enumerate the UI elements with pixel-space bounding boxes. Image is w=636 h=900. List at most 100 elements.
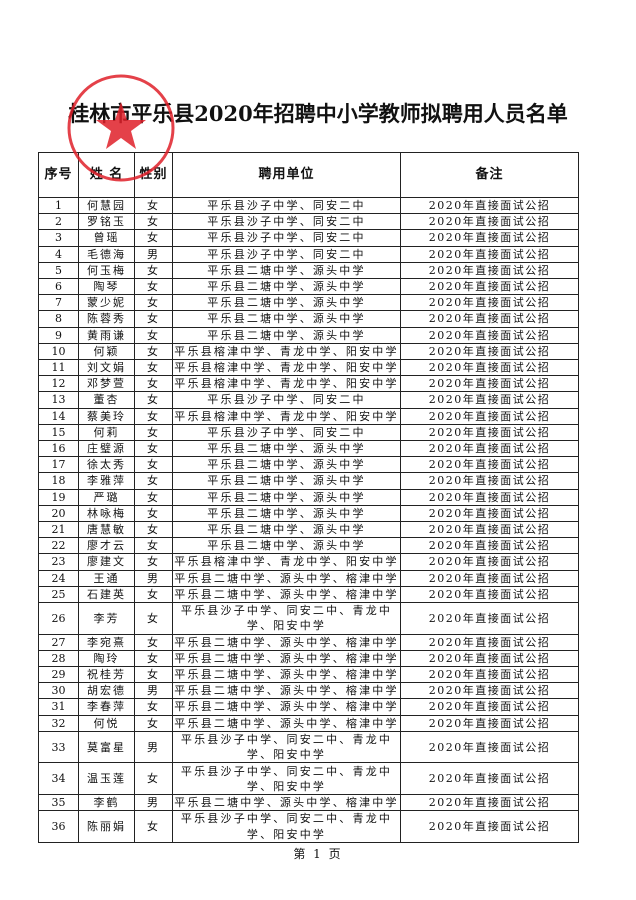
cell-note: 2020年直接面试公招	[400, 196, 579, 215]
cell-unit: 平乐县沙子中学、同安二中、青龙中学、阳安中学	[172, 602, 401, 635]
cell-note: 2020年直接面试公招	[400, 553, 579, 571]
cell-index: 32	[38, 714, 79, 732]
cell-name: 李芳	[78, 602, 135, 635]
cell-note: 2020年直接面试公招	[400, 407, 579, 425]
table-row: 22 廖才云女平乐县二塘中学、源头中学 2020年直接面试公招	[38, 537, 579, 555]
cell-note: 2020年直接面试公招	[400, 294, 579, 312]
cell-note: 2020年直接面试公招	[400, 682, 579, 700]
cell-index: 6	[38, 278, 79, 296]
table-row: 32 何悦女平乐县二塘中学、源头中学、榕津中学 2020年直接面试公招	[38, 714, 579, 732]
cell-index: 27	[38, 633, 79, 651]
table-row: 23 廖建文女平乐县榕津中学、青龙中学、阳安中学 2020年直接面试公招	[38, 553, 579, 571]
cell-sex: 女	[134, 391, 173, 409]
cell-unit: 平乐县沙子中学、同安二中	[172, 229, 401, 247]
cell-name: 董杏	[78, 391, 135, 409]
cell-sex: 女	[134, 504, 173, 523]
cell-name: 廖建文	[78, 553, 135, 571]
cell-unit: 平乐县二塘中学、源头中学、榕津中学	[172, 569, 401, 587]
table-row: 19 严璐女平乐县二塘中学、源头中学 2020年直接面试公招	[38, 488, 579, 506]
cell-note: 2020年直接面试公招	[400, 261, 579, 280]
table-header-row: 序号 姓 名 性别 聘用单位 备注	[38, 152, 579, 198]
cell-unit: 平乐县二塘中学、源头中学	[172, 521, 401, 539]
table-row: 14 蔡美玲女平乐县榕津中学、青龙中学、阳安中学 2020年直接面试公招	[38, 407, 579, 425]
table-row: 27 李宛熹女平乐县二塘中学、源头中学、榕津中学 2020年直接面试公招	[38, 633, 579, 651]
cell-index: 5	[38, 261, 79, 280]
cell-note: 2020年直接面试公招	[400, 326, 579, 344]
cell-sex: 女	[134, 407, 173, 425]
table-row: 7 蒙少妮女平乐县二塘中学、源头中学 2020年直接面试公招	[38, 294, 579, 312]
cell-note: 2020年直接面试公招	[400, 310, 579, 328]
cell-unit: 平乐县二塘中学、源头中学	[172, 472, 401, 490]
cell-sex: 女	[134, 261, 173, 280]
cell-index: 30	[38, 682, 79, 700]
cell-name: 罗铭玉	[78, 213, 135, 231]
cell-name: 李宛熹	[78, 633, 135, 651]
cell-unit: 平乐县二塘中学、源头中学、榕津中学	[172, 698, 401, 716]
cell-name: 何莉	[78, 423, 135, 442]
cell-name: 刘文娟	[78, 359, 135, 377]
cell-name: 严璐	[78, 488, 135, 506]
cell-unit: 平乐县沙子中学、同安二中	[172, 391, 401, 409]
table-row: 18 李雅萍女平乐县二塘中学、源头中学 2020年直接面试公招	[38, 472, 579, 490]
cell-note: 2020年直接面试公招	[400, 537, 579, 555]
table-row: 26 李芳女平乐县沙子中学、同安二中、青龙中学、阳安中学 2020年直接面试公招	[38, 602, 579, 635]
cell-sex: 女	[134, 698, 173, 716]
cell-sex: 女	[134, 229, 173, 247]
table-row: 25 石建英女平乐县二塘中学、源头中学、榕津中学 2020年直接面试公招	[38, 585, 579, 604]
cell-name: 何悦	[78, 714, 135, 732]
cell-sex: 女	[134, 375, 173, 393]
cell-index: 26	[38, 602, 79, 635]
cell-index: 31	[38, 698, 79, 716]
cell-index: 7	[38, 294, 79, 312]
cell-unit: 平乐县二塘中学、源头中学	[172, 310, 401, 328]
cell-note: 2020年直接面试公招	[400, 359, 579, 377]
cell-name: 李春萍	[78, 698, 135, 716]
cell-name: 李雅萍	[78, 472, 135, 490]
cell-index: 4	[38, 245, 79, 263]
table-row: 8 陈蓉秀女平乐县二塘中学、源头中学 2020年直接面试公招	[38, 310, 579, 328]
cell-index: 3	[38, 229, 79, 247]
cell-sex: 女	[134, 762, 173, 796]
cell-name: 李鹤	[78, 794, 135, 812]
cell-name: 廖才云	[78, 537, 135, 555]
cell-name: 何慧园	[78, 196, 135, 215]
cell-name: 徐太秀	[78, 456, 135, 474]
cell-index: 36	[38, 810, 79, 843]
cell-unit: 平乐县二塘中学、源头中学	[172, 278, 401, 296]
table-row: 11 刘文娟女平乐县榕津中学、青龙中学、阳安中学 2020年直接面试公招	[38, 359, 579, 377]
cell-unit: 平乐县榕津中学、青龙中学、阳安中学	[172, 553, 401, 571]
cell-note: 2020年直接面试公招	[400, 698, 579, 716]
cell-unit: 平乐县二塘中学、源头中学	[172, 440, 401, 458]
page-number: 第 1 页	[293, 847, 343, 861]
cell-unit: 平乐县二塘中学、源头中学、榕津中学	[172, 585, 401, 604]
cell-name: 何颖	[78, 342, 135, 361]
cell-sex: 女	[134, 310, 173, 328]
cell-index: 20	[38, 504, 79, 523]
cell-note: 2020年直接面试公招	[400, 602, 579, 635]
cell-index: 35	[38, 794, 79, 812]
cell-sex: 女	[134, 440, 173, 458]
cell-name: 陈蓉秀	[78, 310, 135, 328]
cell-name: 何玉梅	[78, 261, 135, 280]
cell-name: 陶琴	[78, 278, 135, 296]
cell-name: 林咏梅	[78, 504, 135, 523]
cell-unit: 平乐县沙子中学、同安二中	[172, 196, 401, 215]
personnel-table: 序号 姓 名 性别 聘用单位 备注 1 何慧园女平乐县沙子中学、同安二中 2020年…	[38, 152, 579, 843]
cell-unit: 平乐县榕津中学、青龙中学、阳安中学	[172, 375, 401, 393]
header-name: 姓 名	[78, 152, 135, 198]
cell-note: 2020年直接面试公招	[400, 245, 579, 263]
cell-name: 温玉莲	[78, 762, 135, 796]
cell-note: 2020年直接面试公招	[400, 213, 579, 231]
cell-sex: 女	[134, 585, 173, 604]
cell-unit: 平乐县二塘中学、源头中学	[172, 537, 401, 555]
cell-note: 2020年直接面试公招	[400, 810, 579, 843]
cell-unit: 平乐县二塘中学、源头中学	[172, 261, 401, 280]
header-sex: 性别	[134, 152, 173, 198]
cell-unit: 平乐县沙子中学、同安二中	[172, 245, 401, 263]
table-row: 34 温玉莲女平乐县沙子中学、同安二中、青龙中学、阳安中学 2020年直接面试公招	[38, 762, 579, 796]
cell-note: 2020年直接面试公招	[400, 472, 579, 490]
cell-unit: 平乐县二塘中学、源头中学	[172, 456, 401, 474]
cell-note: 2020年直接面试公招	[400, 456, 579, 474]
cell-sex: 女	[134, 666, 173, 684]
cell-sex: 男	[134, 682, 173, 700]
